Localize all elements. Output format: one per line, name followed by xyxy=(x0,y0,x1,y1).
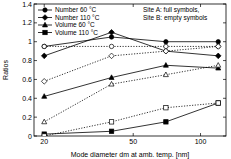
data-point xyxy=(216,44,220,48)
data-point xyxy=(164,40,168,44)
data-point xyxy=(41,53,47,59)
data-point xyxy=(109,129,113,133)
legend-label: Volume 110 °C xyxy=(55,29,98,36)
y-tick xyxy=(223,117,226,118)
data-point xyxy=(109,53,115,59)
x-tick xyxy=(200,4,201,7)
data-point xyxy=(42,119,47,124)
data-point xyxy=(41,79,47,85)
y-tick xyxy=(223,41,226,42)
x-tick-label: 20 xyxy=(40,138,48,145)
y-tick xyxy=(223,4,226,5)
x-tick-label: 100 xyxy=(195,138,207,145)
data-point xyxy=(215,53,221,59)
y-tick xyxy=(34,117,37,118)
legend-label: Volume 60 °C xyxy=(55,21,95,28)
chart: 0 0.2 0.4 0.6 0.8 1 1.2 1.4 20 50 100 Mode diameter… xyxy=(0,0,231,159)
data-point xyxy=(109,44,113,48)
y-tick-label: 1 xyxy=(28,38,32,45)
y-tick-label: 0.2 xyxy=(22,114,32,121)
legend-label: Number 110 °C xyxy=(55,14,100,21)
data-point xyxy=(216,63,221,68)
series-line xyxy=(44,37,218,46)
data-point xyxy=(109,120,113,124)
data-point xyxy=(216,101,220,105)
data-point xyxy=(109,29,115,35)
data-point xyxy=(164,106,168,110)
data-point xyxy=(216,101,220,105)
y-tick-label: 1.2 xyxy=(22,19,32,26)
plot-frame xyxy=(34,4,226,136)
y-tick xyxy=(34,60,37,61)
data-group xyxy=(41,29,221,136)
data-point xyxy=(42,44,46,48)
data-point xyxy=(42,134,46,136)
data-point xyxy=(42,94,47,99)
data-point xyxy=(164,120,168,124)
x-tick xyxy=(44,4,45,7)
series-line xyxy=(44,65,218,96)
y-tick xyxy=(34,98,37,99)
series-line xyxy=(44,46,218,47)
series-line xyxy=(44,103,218,136)
series-line xyxy=(44,65,218,122)
x-tick xyxy=(133,133,134,136)
y-tick xyxy=(34,22,37,23)
series-line xyxy=(44,46,218,81)
legend-marker xyxy=(42,15,48,21)
y-tick-label: 0.6 xyxy=(22,76,32,83)
y-tick xyxy=(223,79,226,80)
data-point xyxy=(163,63,168,68)
x-tick-label: 50 xyxy=(129,138,137,145)
data-point xyxy=(109,75,114,80)
y-tick xyxy=(34,41,37,42)
x-tick xyxy=(200,133,201,136)
data-point xyxy=(109,81,114,86)
y-tick xyxy=(223,98,226,99)
legend-marker xyxy=(43,22,48,27)
y-axis-label: Ratios xyxy=(2,60,9,80)
legend-marker xyxy=(43,8,47,12)
x-axis-label: Mode diameter dm at amb. temp. [nm] xyxy=(71,151,190,159)
y-tick xyxy=(34,136,37,137)
y-tick xyxy=(34,79,37,80)
data-point xyxy=(163,72,168,77)
y-tick xyxy=(223,136,226,137)
data-point xyxy=(163,48,169,54)
legend-marker xyxy=(43,30,47,34)
legend-label: Number 60 °C xyxy=(55,6,97,13)
y-tick xyxy=(223,22,226,23)
y-tick xyxy=(34,4,37,5)
y-tick-label: 0.8 xyxy=(22,57,32,64)
annotation: Site B: empty symbols xyxy=(143,14,208,22)
y-tick-label: 0 xyxy=(28,133,32,140)
x-tick xyxy=(133,4,134,7)
data-point xyxy=(215,44,221,50)
y-tick-label: 1.4 xyxy=(22,1,32,8)
data-point xyxy=(42,44,46,48)
y-tick-label: 0.4 xyxy=(22,95,32,102)
y-tick xyxy=(223,60,226,61)
data-point xyxy=(163,48,169,54)
